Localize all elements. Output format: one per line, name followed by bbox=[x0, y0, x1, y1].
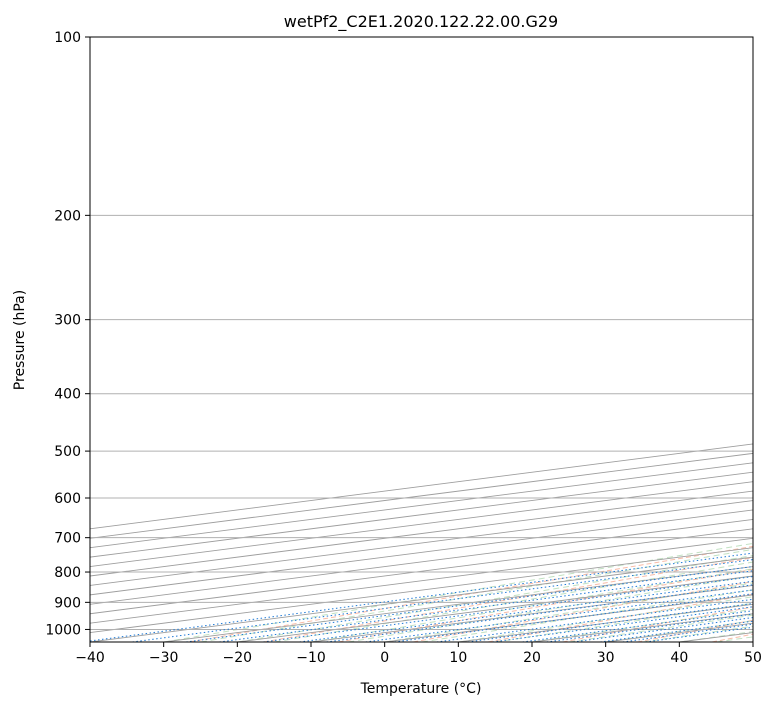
y-tick-label: 500 bbox=[54, 444, 81, 460]
isotherm bbox=[90, 537, 753, 624]
isobars bbox=[90, 37, 753, 630]
isotherm bbox=[90, 500, 753, 586]
isotherm bbox=[90, 518, 753, 605]
x-tick-label: 10 bbox=[449, 650, 467, 666]
dry-adiabat bbox=[189, 545, 753, 642]
moist-adiabat bbox=[237, 554, 753, 642]
dry-adiabat bbox=[487, 593, 753, 642]
x-tick-label: 40 bbox=[670, 650, 688, 666]
y-tick-label: 100 bbox=[54, 30, 81, 46]
x-tick-label: −20 bbox=[223, 650, 253, 666]
y-axis-label: Pressure (hPa) bbox=[12, 290, 28, 390]
isotherm bbox=[90, 509, 753, 596]
moist-adiabat bbox=[274, 561, 753, 642]
x-tick-label: 20 bbox=[523, 650, 541, 666]
y-tick-label: 800 bbox=[54, 565, 81, 581]
mixing-ratio-line bbox=[492, 606, 753, 642]
chart-title: wetPf2_C2E1.2020.122.22.00.G29 bbox=[284, 12, 558, 32]
mixing-ratio-line bbox=[219, 570, 753, 642]
plot-frame bbox=[89, 36, 754, 643]
mixing-ratio-line bbox=[263, 575, 753, 642]
x-axis-label: Temperature (°C) bbox=[360, 681, 482, 697]
y-tick-label: 900 bbox=[54, 595, 81, 611]
x-axis: −40 −30 −20 −10 0 10 20 30 40 50 bbox=[75, 642, 762, 666]
mixing-ratio-line bbox=[467, 602, 753, 642]
isotherm bbox=[90, 471, 753, 558]
x-tick-label: −30 bbox=[149, 650, 179, 666]
x-tick-label: −40 bbox=[75, 650, 105, 666]
isotherms bbox=[90, 443, 753, 642]
moist-adiabat bbox=[163, 542, 753, 642]
mixing-ratio-lines bbox=[90, 552, 753, 642]
moist-adiabat bbox=[348, 575, 753, 642]
x-tick-label: 0 bbox=[380, 650, 389, 666]
isotherm bbox=[90, 481, 753, 568]
y-tick-label: 600 bbox=[54, 491, 81, 507]
isotherm bbox=[90, 490, 753, 577]
y-tick-label: 1000 bbox=[45, 622, 81, 638]
moist-adiabat bbox=[421, 589, 753, 642]
x-tick-label: −10 bbox=[296, 650, 326, 666]
isotherm bbox=[90, 462, 753, 549]
mixing-ratio-line bbox=[186, 565, 753, 642]
y-axis: 100 200 300 400 500 600 700 800 900 1000 bbox=[45, 30, 90, 638]
y-tick-label: 700 bbox=[54, 531, 81, 547]
x-tick-label: 50 bbox=[744, 650, 762, 666]
y-tick-label: 300 bbox=[54, 313, 81, 329]
x-tick-label: 30 bbox=[597, 650, 615, 666]
isotherm bbox=[90, 528, 753, 615]
y-tick-label: 400 bbox=[54, 387, 81, 403]
y-tick-label: 200 bbox=[54, 208, 81, 224]
